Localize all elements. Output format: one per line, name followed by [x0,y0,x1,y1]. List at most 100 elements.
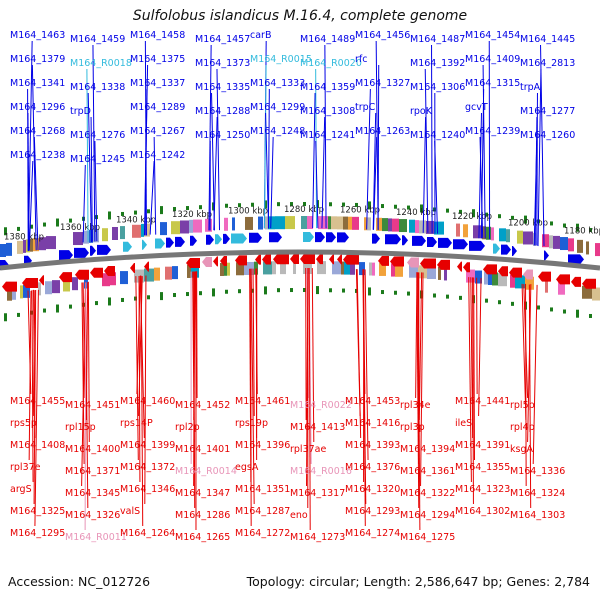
cog-block-inner [525,276,534,290]
cog-block-outer [343,216,348,230]
forward-gene-arrow [123,241,132,252]
reverse-gene-arrow [378,255,389,266]
scale-tick [407,291,410,296]
label-leader-line [476,277,478,395]
label-leader-line [372,112,377,230]
gene-label: rpl37e [10,462,41,473]
gene-label: M164_1275 [400,532,455,543]
forward-gene-arrow [501,244,511,255]
scale-tick [329,202,332,207]
label-leader-line [144,275,147,505]
cog-block-inner [466,269,475,283]
label-leader-line [528,284,532,509]
scale-tick [368,287,371,296]
forward-gene-arrow [215,234,222,245]
label-leader-line [153,136,157,235]
reverse-gene-arrow [329,254,334,265]
gene-label: M164_1264 [120,528,175,539]
reverse-gene-arrow [407,257,419,268]
label-leader-line [270,136,274,229]
gene-label: M164_R0014 [175,466,237,477]
cog-block-inner [23,284,30,298]
scale-label: 1380 kbp [4,232,44,242]
gene-label: M164_1413 [290,422,345,433]
cog-block-outer [46,236,56,250]
gene-label: M164_1453 [345,396,400,407]
scale-labels: 1380 kbp 1360 kbp 1340 kbp 1320 kbp 1300 kbp… [4,205,600,242]
cog-block-outer [426,220,434,234]
forward-gene-arrow [155,238,165,249]
cog-block-outer [376,217,382,231]
top-gene-labels: M164_1463 M164_1459 M164_1458 M164_1457 carB… [10,30,575,165]
cog-block-inner [236,262,244,276]
label-leader-line [418,272,423,421]
reverse-gene-arrow [90,267,103,278]
gene-label: M164_1239 [465,126,520,137]
cog-block-outer [409,219,415,233]
label-leader-line [82,164,86,243]
scale-tick [407,205,410,210]
gene-label: M164_1242 [130,150,185,161]
label-leader-line [373,136,378,230]
gene-label: M164_1457 [195,34,250,45]
gene-label: valS [120,506,140,517]
scale-tick [537,305,540,310]
gene-label: M164_1250 [195,130,250,141]
label-leader-line [417,272,421,531]
forward-gene-arrow [438,237,452,248]
label-leader-line [84,282,87,531]
label-leader-line [527,284,532,443]
reverse-gene-arrow [262,254,271,265]
gene-label: M164_1317 [290,488,345,499]
scale-tick [303,202,306,207]
cog-block-inner [165,266,172,280]
cog-block-outer [6,242,12,256]
scale-tick [303,288,306,293]
reverse-gene-arrow [290,254,299,265]
cog-block-inner [391,263,395,277]
cog-block-inner [303,261,312,275]
cog-block-outer [0,244,6,257]
cog-block-outer [307,216,313,230]
scale-tick [160,206,163,215]
scale-tick [589,227,592,232]
scale-label: 1200 kbp [508,218,548,228]
cog-block-outer [73,232,83,246]
gene-label: M164_1327 [355,78,410,89]
scale-tick [433,293,436,298]
label-leader-line [250,268,255,505]
scale-tick [134,296,137,301]
scale-tick [498,214,501,219]
cog-block-inner [582,285,592,299]
gene-label: M164_1347 [175,488,230,499]
gene-label: M164_R0016 [290,466,352,477]
top-label-leaders [27,40,545,252]
cog-block-outer [245,216,253,230]
cog-block-outer [171,221,180,235]
cog-block-outer [586,241,589,255]
gene-label: M164_1263 [355,126,410,137]
label-leader-line [468,277,472,483]
cog-block-outer [189,219,193,233]
cog-block-inner [488,271,492,285]
reverse-gene-arrow [457,261,462,272]
cog-block-outer [337,216,343,230]
scale-label: 1180 kbp [564,227,600,237]
cog-block-inner [63,278,70,292]
label-leader-line [532,284,538,465]
cog-block-inner [484,271,488,285]
label-leader-line [135,276,139,461]
label-leader-line [366,88,371,230]
cog-block-outer [318,216,328,230]
gene-label: M164_1379 [10,54,65,65]
genome-summary-text: Topology: circular; Length: 2,586,647 bp… [246,574,590,589]
label-leader-line [213,116,218,231]
cog-block-outer [141,223,144,237]
cog-block-inner [317,261,326,275]
label-leader-line [265,112,270,229]
reverse-gene-arrow [316,254,323,265]
cog-block-outer [367,217,371,231]
gene-label: M164_1248 [250,126,305,137]
forward-gene-arrow [315,232,325,243]
